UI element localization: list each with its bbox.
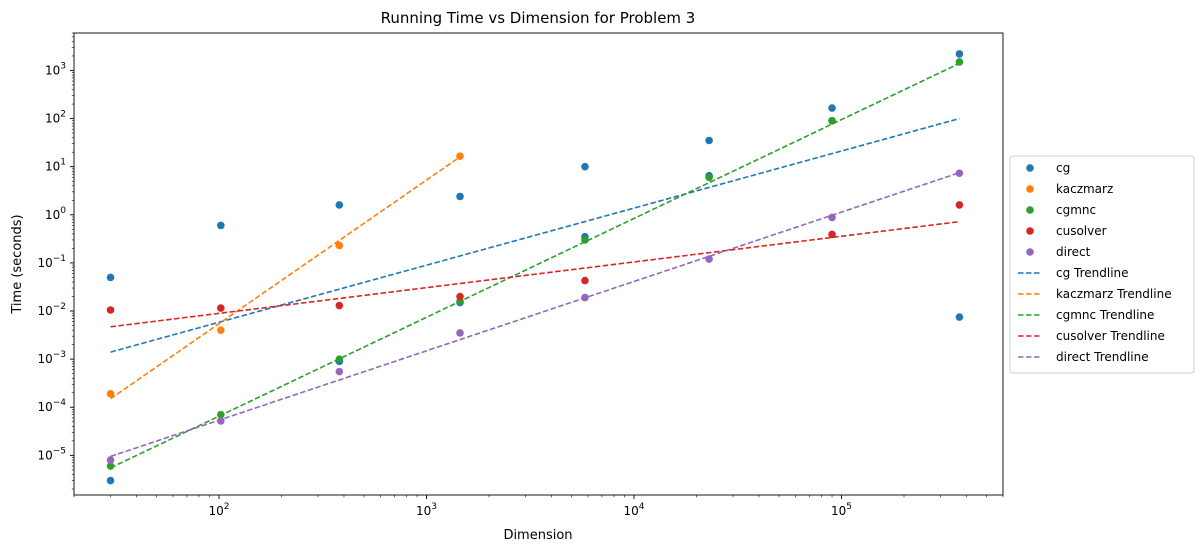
point-cg xyxy=(581,162,589,171)
point-cusolver xyxy=(217,304,225,312)
legend-label-kaczmarz: kaczmarz xyxy=(1056,182,1113,196)
trendline-cusolver xyxy=(110,220,960,328)
plot-layer xyxy=(106,50,964,485)
point-cg xyxy=(335,201,344,209)
point-cg xyxy=(217,221,225,230)
legend-marker-cgmnc xyxy=(1026,206,1034,214)
y-tick-label: 10−3 xyxy=(37,350,66,366)
y-tick-label: 10−1 xyxy=(37,254,66,270)
point-cusolver xyxy=(828,230,836,239)
legend-label-cg: cg xyxy=(1056,161,1070,175)
legend-label-cusolver-trendline: cusolver Trendline xyxy=(1056,329,1165,343)
point-cg xyxy=(106,273,115,282)
plot-frame xyxy=(73,32,1004,496)
x-axis-label: Dimension xyxy=(503,528,572,543)
y-tick-label: 101 xyxy=(45,158,66,174)
point-kaczmarz xyxy=(335,241,344,250)
y-tick-label: 103 xyxy=(45,61,66,77)
point-cg xyxy=(955,50,964,58)
point-cg xyxy=(705,136,713,145)
legend-marker-kaczmarz xyxy=(1026,185,1034,193)
chart-title: Running Time vs Dimension for Problem 3 xyxy=(381,9,696,27)
point-kaczmarz xyxy=(456,152,464,161)
legend-label-cg-trendline: cg Trendline xyxy=(1056,266,1129,280)
point-cg xyxy=(106,476,115,485)
point-direct xyxy=(705,255,713,263)
legend-label-cgmnc: cgmnc xyxy=(1056,203,1096,217)
y-tick-label: 10−4 xyxy=(37,398,66,414)
point-cgmnc xyxy=(106,462,115,470)
legend-label-direct-trendline: direct Trendline xyxy=(1056,350,1149,364)
legend-label-kaczmarz-trendline: kaczmarz Trendline xyxy=(1056,287,1172,301)
trendline-direct xyxy=(110,171,960,458)
y-axis-label: Time (seconds) xyxy=(10,214,25,314)
point-cusolver xyxy=(955,201,964,209)
legend-marker-direct xyxy=(1026,248,1034,256)
point-direct xyxy=(581,293,589,302)
point-cusolver xyxy=(456,292,464,301)
legend-label-cusolver: cusolver xyxy=(1056,224,1107,238)
x-tick-label: 103 xyxy=(416,502,437,518)
point-cg xyxy=(828,104,836,112)
point-cg xyxy=(955,313,964,321)
point-cusolver xyxy=(581,276,589,285)
point-direct xyxy=(106,456,115,464)
y-tick-label: 10−2 xyxy=(37,302,66,318)
point-cgmnc xyxy=(335,355,344,363)
legend-label-cgmnc-trendline: cgmnc Trendline xyxy=(1056,308,1154,322)
point-cgmnc xyxy=(955,58,964,66)
legend-box xyxy=(1009,155,1195,374)
x-tick-label: 104 xyxy=(624,502,645,518)
point-cgmnc xyxy=(581,236,589,244)
legend-marker-cg xyxy=(1026,164,1034,172)
point-direct xyxy=(335,367,344,376)
point-cgmnc xyxy=(705,173,713,182)
x-tick-label: 102 xyxy=(209,502,230,518)
point-direct xyxy=(217,417,225,425)
y-tick-label: 10−5 xyxy=(37,446,66,462)
point-kaczmarz xyxy=(217,326,225,334)
point-cusolver xyxy=(106,306,115,314)
point-cgmnc xyxy=(217,410,225,419)
point-cusolver xyxy=(335,301,344,310)
y-tick-label: 102 xyxy=(45,110,66,126)
point-direct xyxy=(456,329,464,337)
trendline-kaczmarz xyxy=(110,156,461,400)
y-tick-label: 100 xyxy=(45,206,66,222)
trendline-cgmnc xyxy=(110,62,960,469)
x-tick-label: 105 xyxy=(831,502,852,518)
legend-marker-cusolver xyxy=(1026,227,1034,235)
axes-layer: 102 103 104 105 10−5 10−4 10−3 10−2 10−1 100 101 10… xyxy=(37,32,1004,518)
point-direct xyxy=(828,213,836,222)
point-direct xyxy=(955,169,964,178)
point-cgmnc xyxy=(828,116,836,125)
trendline-cg xyxy=(110,117,960,353)
point-kaczmarz xyxy=(106,390,115,398)
legend: cg kaczmarz cgmnc cusolver direct cg Trendlin… xyxy=(1009,155,1195,374)
point-cg xyxy=(456,192,464,201)
legend-label-direct: direct xyxy=(1056,245,1091,259)
